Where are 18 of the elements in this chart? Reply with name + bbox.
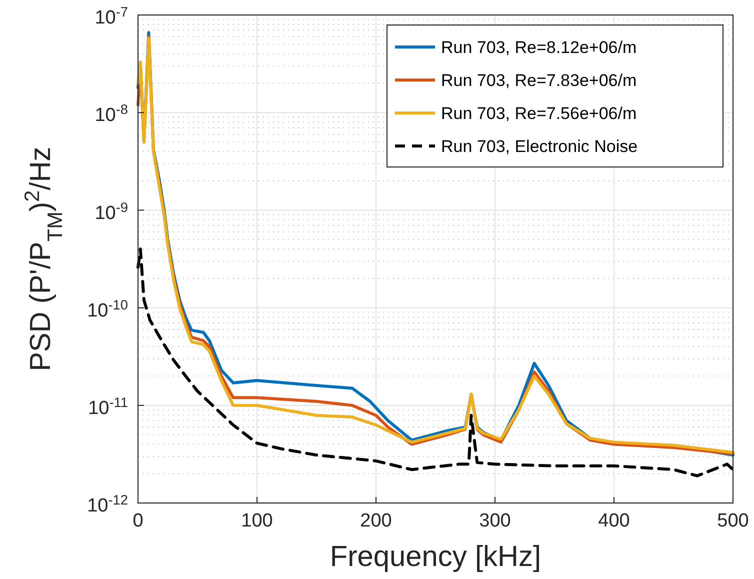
x-tick-label: 200 bbox=[360, 510, 392, 532]
legend-label: Run 703, Re=7.56e+06/m bbox=[441, 104, 637, 123]
y-tick-label: 10$^{-11}$ bbox=[88, 394, 128, 419]
legend-label: Run 703, Re=7.83e+06/m bbox=[441, 70, 637, 90]
x-tick-label: 0 bbox=[132, 510, 144, 532]
legend-label: Run 703, Re=8.12e+06/m bbox=[441, 38, 637, 57]
legend-label: Run 703, Electronic Noise bbox=[441, 136, 638, 156]
x-tick-label: 500 bbox=[717, 510, 749, 532]
y-tick-label: 10$^{-10}$ bbox=[87, 296, 128, 322]
line-series bbox=[136, 248, 734, 478]
y-tick-label: 10$^{-12}$ bbox=[87, 492, 128, 517]
x-axis-title: Frequency [kHz] bbox=[330, 541, 542, 573]
x-tick-label: 100 bbox=[241, 510, 273, 532]
x-tick-label: 300 bbox=[479, 510, 511, 532]
y-tick-label: 10$^{-8}$ bbox=[94, 102, 128, 126]
y-tick-label: 10$^{-7}$ bbox=[94, 4, 128, 29]
y-tick-label: 10$^{-9}$ bbox=[94, 199, 128, 224]
x-tick-label: 400 bbox=[598, 510, 630, 532]
